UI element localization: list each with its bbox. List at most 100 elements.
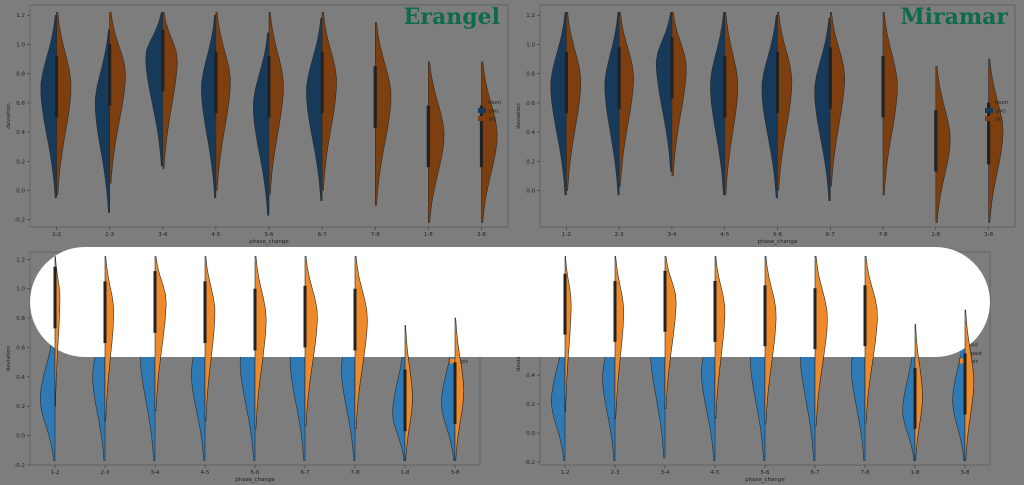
violin-pic — [614, 255, 624, 419]
inner-box — [963, 353, 967, 415]
x-tick-label: 7-8 — [861, 470, 870, 476]
y-tick-label: 0.4 — [16, 130, 25, 136]
x-tick-label: 4-5 — [211, 232, 220, 238]
legend-entry: pws — [489, 109, 499, 115]
y-tick-label: 1.2 — [16, 257, 25, 263]
y-tick-label: 0.6 — [16, 101, 25, 107]
violin-pic — [154, 256, 167, 411]
x-tick-label: 5-6 — [761, 470, 770, 476]
violin-pic — [481, 61, 498, 223]
inner-box — [320, 51, 324, 114]
violin-pic — [204, 256, 216, 422]
x-tick-label: 4-5 — [720, 232, 729, 238]
violin-pic — [664, 255, 677, 409]
legend-title: tourn — [488, 100, 501, 106]
inner-box — [103, 281, 107, 344]
violin-pws — [201, 14, 217, 199]
inner-box — [913, 367, 917, 429]
violin-pic — [404, 325, 413, 461]
x-tick-label: 1-8 — [401, 470, 410, 476]
violin-pws — [40, 14, 57, 199]
x-tick-label: 3-8 — [477, 232, 486, 238]
y-tick-label: 0.2 — [526, 159, 535, 165]
y-tick-label: 1.2 — [526, 13, 535, 19]
violin-pic — [882, 11, 898, 196]
inner-box — [670, 37, 674, 99]
violin-pic — [304, 256, 318, 426]
legend-entry: past — [971, 351, 982, 357]
x-tick-label: 3-4 — [158, 232, 167, 238]
x-tick-label: 6-7 — [318, 232, 327, 238]
y-tick-label: 1.2 — [16, 13, 25, 19]
violin-pic — [714, 255, 726, 419]
inner-box — [813, 288, 817, 350]
violin-pic — [935, 65, 951, 223]
y-tick-label: 1.0 — [16, 287, 25, 293]
violin-pic — [814, 255, 828, 427]
violin-pic — [321, 11, 337, 191]
inner-box — [253, 288, 257, 351]
y-tick-label: 0.6 — [526, 101, 535, 107]
y-tick-label: 0.6 — [16, 345, 25, 351]
legend-swatch — [478, 108, 486, 113]
inner-box — [776, 51, 779, 114]
violin-pic — [671, 11, 687, 177]
y-axis-label: deviation — [516, 103, 522, 129]
violin-pic — [988, 58, 1004, 223]
highlight-overlay — [53, 255, 975, 462]
inner-box — [53, 266, 57, 329]
x-tick-label: 5-6 — [251, 470, 260, 476]
legend-swatch — [478, 116, 486, 121]
inner-box — [373, 66, 377, 128]
x-tick-label: 1-8 — [911, 470, 920, 476]
legend-entry: pic — [461, 359, 469, 365]
violin-pic — [724, 11, 738, 196]
violin-pws — [95, 29, 110, 213]
x-tick-label: 3-4 — [661, 470, 670, 476]
inner-box — [108, 44, 112, 106]
y-tick-label: 0.8 — [16, 72, 25, 78]
inner-box — [713, 280, 717, 342]
x-tick-label: 1-2 — [561, 470, 570, 476]
violin-pws — [550, 11, 567, 196]
inner-box — [617, 47, 621, 109]
violin-pic — [374, 22, 392, 206]
x-tick-label: 1-8 — [424, 232, 433, 238]
x-tick-label: 4-5 — [711, 470, 720, 476]
inner-box — [563, 273, 567, 335]
x-tick-label: 7-8 — [351, 470, 360, 476]
y-tick-label: 1.0 — [526, 42, 535, 48]
x-tick-label: 3-8 — [961, 470, 970, 476]
x-tick-label: 3-4 — [151, 470, 160, 476]
y-tick-label: 0.2 — [526, 402, 535, 408]
legend-entry: pic — [971, 359, 979, 365]
y-tick-label: 0.0 — [16, 188, 25, 194]
violin-pic — [454, 317, 465, 461]
x-tick-label: 3-4 — [667, 232, 676, 238]
x-axis-label: phase_change — [249, 239, 289, 245]
violin-pic — [104, 256, 114, 422]
y-tick-label: -0.2 — [524, 460, 535, 466]
legend-entry: pws — [996, 109, 1006, 115]
violin-pic — [268, 11, 284, 196]
y-axis-label: deviation — [6, 103, 12, 129]
x-tick-label: 2-3 — [615, 232, 624, 238]
violin-pic — [864, 255, 878, 424]
legend-swatch — [960, 350, 968, 356]
y-tick-label: 0.4 — [526, 130, 535, 136]
violin-pic — [354, 256, 368, 429]
legend-swatch — [450, 358, 458, 364]
legend-entry: pic — [996, 117, 1004, 123]
inner-box — [881, 56, 885, 118]
violin-pic — [829, 11, 846, 187]
x-tick-label: 2-3 — [101, 470, 110, 476]
y-tick-label: 0.4 — [526, 373, 535, 379]
inner-box — [303, 285, 307, 348]
inner-box — [403, 369, 407, 432]
inner-box — [353, 288, 357, 351]
x-tick-label: 4-5 — [201, 470, 210, 476]
inner-box — [203, 281, 207, 344]
violin-pws — [814, 17, 831, 202]
chart-title: Erangel — [404, 4, 500, 30]
x-tick-label: 2-3 — [105, 232, 114, 238]
